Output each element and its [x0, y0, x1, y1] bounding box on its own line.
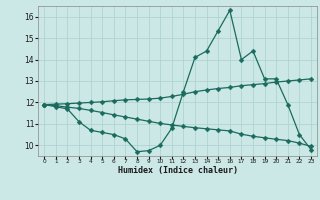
X-axis label: Humidex (Indice chaleur): Humidex (Indice chaleur): [118, 166, 238, 175]
